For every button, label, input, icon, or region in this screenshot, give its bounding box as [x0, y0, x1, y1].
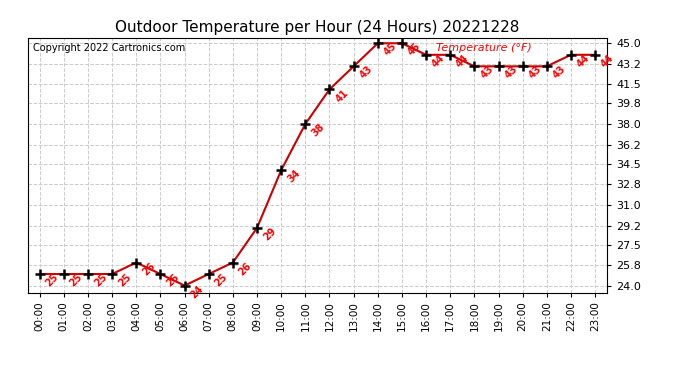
Text: 43: 43 — [479, 64, 495, 81]
Text: 25: 25 — [117, 272, 133, 288]
Text: 25: 25 — [68, 272, 85, 288]
Text: 38: 38 — [310, 122, 326, 138]
Title: Outdoor Temperature per Hour (24 Hours) 20221228: Outdoor Temperature per Hour (24 Hours) … — [115, 20, 520, 35]
Text: 25: 25 — [165, 272, 181, 288]
Text: 44: 44 — [431, 53, 447, 69]
Text: 25: 25 — [213, 272, 230, 288]
Text: 45: 45 — [382, 41, 399, 58]
Text: 43: 43 — [503, 64, 520, 81]
Text: 29: 29 — [262, 226, 278, 242]
Text: 25: 25 — [44, 272, 61, 288]
Text: 34: 34 — [286, 168, 302, 185]
Text: 44: 44 — [575, 53, 592, 69]
Text: 26: 26 — [141, 260, 157, 277]
Text: 24: 24 — [189, 284, 206, 300]
Text: 43: 43 — [551, 64, 568, 81]
Text: 43: 43 — [358, 64, 375, 81]
Text: 43: 43 — [527, 64, 544, 81]
Text: Copyright 2022 Cartronics.com: Copyright 2022 Cartronics.com — [33, 43, 186, 52]
Text: 44: 44 — [455, 53, 471, 69]
Text: Temperature (°F): Temperature (°F) — [436, 43, 532, 52]
Text: 25: 25 — [92, 272, 109, 288]
Text: 26: 26 — [237, 260, 254, 277]
Text: 45: 45 — [406, 41, 423, 58]
Text: 41: 41 — [334, 87, 351, 104]
Text: 44: 44 — [600, 53, 616, 69]
